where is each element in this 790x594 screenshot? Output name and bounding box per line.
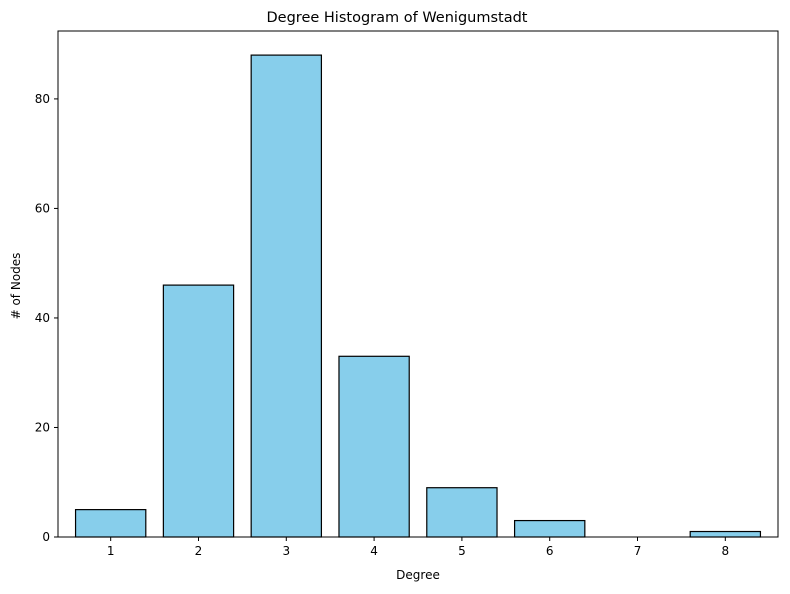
x-tick-label: 7: [634, 544, 642, 558]
x-tick-label: 6: [546, 544, 554, 558]
x-axis-label: Degree: [396, 568, 440, 582]
x-tick-label: 4: [370, 544, 378, 558]
x-tick-label: 2: [195, 544, 203, 558]
bar-degree-6: [513, 519, 586, 538]
x-tick-label: 8: [721, 544, 729, 558]
bar-degree-3: [250, 54, 323, 538]
y-tick-label: 80: [35, 92, 50, 106]
bar-degree-2: [162, 284, 235, 538]
bar-degree-8: [689, 530, 762, 538]
x-tick-label: 3: [282, 544, 290, 558]
y-tick-label: 40: [35, 311, 50, 325]
chart-title: Degree Histogram of Wenigumstadt: [267, 10, 528, 26]
y-tick-label: 60: [35, 201, 50, 215]
plot-frame: [57, 30, 779, 538]
x-tick-label: 1: [107, 544, 115, 558]
bar-degree-1: [74, 509, 147, 538]
y-tick-label: 0: [42, 530, 50, 544]
y-axis-label: # of Nodes: [9, 253, 23, 320]
bar-degree-4: [338, 355, 410, 538]
x-tick-label: 5: [458, 544, 466, 558]
bar-degree-5: [426, 487, 498, 538]
bars-layer: [74, 54, 762, 538]
y-tick-label: 20: [35, 420, 50, 434]
